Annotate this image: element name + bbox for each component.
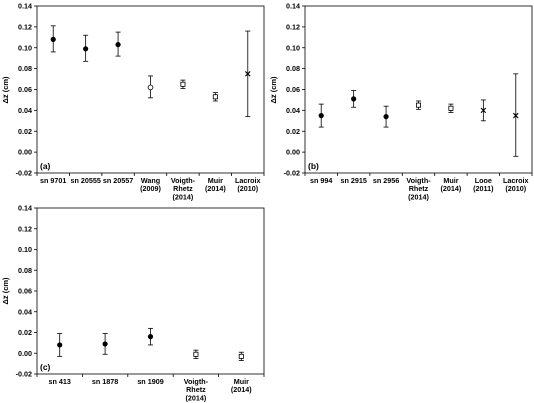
data-point-3 <box>115 31 121 57</box>
y-tick-label: 0.12 <box>286 22 300 31</box>
y-tick-label: 0.02 <box>18 127 32 136</box>
x-tick-label: Muir (2014) <box>205 176 226 193</box>
y-tick-label: 0.02 <box>286 127 300 136</box>
x-tick-label: Muir (2014) <box>441 176 462 193</box>
marker-cross <box>512 112 519 119</box>
y-tick-label: 0.06 <box>18 85 32 94</box>
y-tick-label: -0.02 <box>284 169 300 178</box>
y-tick-label: -0.02 <box>16 370 32 379</box>
y-axis-label: Δz̅ (cm) <box>269 76 278 104</box>
marker-filled-circle <box>102 341 108 347</box>
marker-open-square <box>193 351 199 357</box>
marker-filled-circle <box>50 36 56 43</box>
marker-filled-circle <box>115 42 121 48</box>
data-point-5 <box>180 79 186 89</box>
x-tick-label: Lacroix (2010) <box>235 176 261 193</box>
chart-panel-3: -0.02 0.00 0.02 0.04 0.06 0.08 0.10 0.12 0.14 sn … <box>1 204 265 402</box>
y-axis-label: Δz̅ (cm) <box>1 277 10 305</box>
data-point-2 <box>351 90 357 108</box>
y-tick-label: 0.02 <box>18 328 32 337</box>
x-tick-label: Wang (2009) <box>140 176 161 193</box>
data-point-4 <box>147 75 154 99</box>
marker-open-square <box>415 102 421 108</box>
data-point-1 <box>57 333 63 357</box>
x-tick-label: sn 994 <box>310 176 332 185</box>
marker-open-square <box>180 81 186 87</box>
data-point-2 <box>102 333 108 355</box>
data-point-6 <box>480 99 487 122</box>
x-tick-label: Voigth-Rhetz (2014) <box>171 176 196 201</box>
x-tick-label: sn 20555 <box>70 176 100 185</box>
marker-filled-circle <box>147 334 154 340</box>
y-tick-label: 0.00 <box>286 148 300 157</box>
chart-panel-1: -0.02 0.00 0.02 0.04 0.06 0.08 0.10 0.12 0.14 sn … <box>1 2 265 201</box>
y-tick-label: 0.14 <box>18 2 32 11</box>
data-point-3 <box>383 105 389 128</box>
data-point-1 <box>50 25 56 53</box>
x-tick-label: sn 2915 <box>340 176 366 185</box>
data-point-5 <box>448 103 454 113</box>
data-point-4 <box>415 100 421 110</box>
panel-label: (b) <box>308 161 319 171</box>
x-tick-label: Lacroix (2010) <box>503 176 529 193</box>
marker-open-square <box>238 353 244 359</box>
data-point-4 <box>193 349 199 359</box>
x-tick-label: Muir (2014) <box>231 377 252 394</box>
marker-filled-circle <box>57 342 63 348</box>
chart-panel-2: -0.02 0.00 0.02 0.04 0.06 0.08 0.10 0.12 0.14 sn … <box>269 2 533 201</box>
data-point-7 <box>512 73 519 157</box>
x-tick-label: sn 2956 <box>373 176 399 185</box>
y-tick-label: 0.14 <box>286 2 300 11</box>
y-axis-label: Δz̅ (cm) <box>1 76 10 104</box>
plot-frame <box>304 5 533 174</box>
marker-cross <box>244 71 251 77</box>
y-tick-label: 0.10 <box>286 43 300 52</box>
x-tick-label: sn 1909 <box>137 377 163 386</box>
data-point-3 <box>147 327 154 346</box>
marker-open-circle <box>147 84 154 91</box>
x-tick-label: Looe (2011) <box>473 176 494 193</box>
y-tick-label: 0.10 <box>18 43 32 52</box>
marker-open-square <box>212 94 218 100</box>
data-point-7 <box>244 30 251 118</box>
data-point-5 <box>238 351 244 361</box>
y-tick-label: 0.10 <box>18 245 32 254</box>
panel-label: (a) <box>40 161 51 171</box>
y-tick-label: -0.02 <box>16 169 32 178</box>
marker-filled-circle <box>83 46 89 52</box>
y-tick-label: 0.00 <box>18 349 32 358</box>
marker-filled-circle <box>383 114 389 120</box>
y-tick-label: 0.14 <box>18 204 32 213</box>
y-tick-label: 0.06 <box>286 85 300 94</box>
x-tick-label: sn 20557 <box>103 176 133 185</box>
y-tick-label: 0.00 <box>18 148 32 157</box>
data-point-1 <box>318 103 324 128</box>
panel-label: (c) <box>40 362 51 372</box>
x-tick-label: sn 413 <box>49 377 71 386</box>
y-tick-label: 0.12 <box>18 224 32 233</box>
y-tick-label: 0.08 <box>18 64 32 73</box>
marker-filled-circle <box>351 96 357 102</box>
x-tick-label: Voigth-Rhetz (2014) <box>406 176 431 201</box>
y-tick-label: 0.06 <box>18 287 32 296</box>
y-tick-label: 0.08 <box>18 266 32 275</box>
y-tick-label: 0.08 <box>286 64 300 73</box>
marker-cross <box>480 107 487 114</box>
y-tick-label: 0.04 <box>18 307 32 316</box>
data-point-6 <box>212 92 218 102</box>
plot-frame <box>36 207 265 375</box>
x-tick-label: sn 1878 <box>92 377 118 386</box>
y-tick-label: 0.12 <box>18 22 32 31</box>
marker-open-square <box>448 105 454 111</box>
y-tick-label: 0.04 <box>286 106 300 115</box>
data-point-2 <box>83 34 89 62</box>
x-tick-label: Voigth-Rhetz (2014) <box>184 377 209 402</box>
x-tick-label: sn 9701 <box>40 176 66 185</box>
y-tick-label: 0.04 <box>18 106 32 115</box>
marker-filled-circle <box>318 112 324 119</box>
